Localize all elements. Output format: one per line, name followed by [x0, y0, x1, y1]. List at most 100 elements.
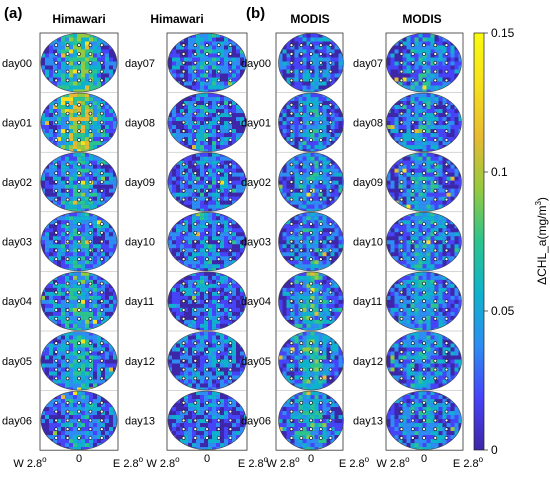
map-pixel — [172, 129, 176, 134]
map-pixel — [290, 228, 295, 233]
map-pixel — [69, 101, 73, 106]
map-pixel — [216, 343, 220, 348]
map-pixel — [49, 49, 53, 54]
station-marker — [181, 239, 186, 244]
map-pixel — [282, 180, 287, 185]
map-pixel — [77, 271, 81, 276]
map-pixel — [330, 45, 335, 50]
map-pixel — [224, 303, 228, 308]
map-pixel — [69, 164, 73, 169]
station-marker — [100, 376, 104, 381]
column-title-himawari-2: Himawari — [150, 12, 203, 26]
map-pixel — [282, 61, 287, 66]
map-pixel — [326, 303, 331, 308]
map-outline — [278, 33, 344, 93]
map-pixel — [196, 339, 200, 344]
station-marker — [100, 60, 104, 65]
map-pixel — [208, 172, 212, 177]
map-pixel — [57, 188, 61, 193]
map-pixel — [196, 105, 200, 110]
map-pixel — [73, 439, 77, 444]
map-pixel — [53, 252, 57, 257]
map-pixel — [69, 232, 73, 237]
station-marker — [299, 129, 304, 133]
map-pixel — [294, 260, 299, 265]
map-pixel — [314, 45, 319, 50]
map-pixel — [93, 367, 97, 372]
map-pixel — [89, 224, 93, 229]
map-pixel — [85, 379, 89, 384]
station-marker — [88, 290, 93, 295]
map-pixel — [220, 260, 224, 265]
map-pixel — [180, 351, 184, 356]
map-pixel — [176, 315, 180, 320]
difference-map-day10 — [168, 212, 246, 271]
map-pixel — [69, 61, 73, 66]
map-pixel — [73, 93, 77, 98]
map-pixel — [208, 347, 212, 352]
map-pixel — [188, 232, 192, 237]
station-marker — [289, 111, 294, 116]
map-pixel — [302, 109, 307, 114]
map-pixel — [196, 232, 200, 237]
map-pixel — [93, 129, 97, 134]
map-pixel — [49, 184, 53, 189]
map-pixel — [57, 363, 61, 368]
map-pixel — [196, 228, 200, 233]
map-pixel — [212, 268, 216, 271]
map-pixel — [49, 101, 53, 106]
station-marker — [54, 231, 59, 235]
map-pixel — [330, 200, 335, 205]
station-marker — [88, 400, 93, 405]
map-pixel — [69, 323, 73, 328]
map-pixel — [85, 236, 89, 241]
map-pixel — [45, 303, 49, 308]
map-pixel — [188, 121, 192, 126]
map-pixel — [180, 73, 184, 78]
map-pixel — [306, 69, 311, 74]
map-outline — [167, 152, 247, 212]
day-label: day13 — [125, 415, 155, 427]
map-pixel — [322, 216, 327, 221]
map-pixel — [101, 192, 105, 197]
map-pixel — [196, 192, 200, 197]
map-pixel — [216, 228, 220, 233]
map-pixel — [172, 423, 176, 428]
map-pixel — [105, 164, 109, 169]
map-pixel — [176, 172, 180, 177]
map-pixel — [85, 395, 89, 400]
map-pixel — [176, 371, 180, 376]
map-pixel — [224, 367, 228, 372]
map-pixel — [224, 359, 228, 364]
map-pixel — [176, 363, 180, 368]
map-pixel — [188, 419, 192, 424]
map-pixel — [188, 311, 192, 316]
map-pixel — [220, 57, 224, 62]
map-pixel — [302, 212, 307, 217]
map-pixel — [204, 184, 208, 189]
map-pixel — [89, 160, 93, 165]
map-pixel — [208, 375, 212, 380]
map-pixel — [236, 431, 240, 436]
map-pixel — [212, 164, 216, 169]
map-pixel — [69, 268, 73, 271]
map-pixel — [200, 101, 204, 106]
map-pixel — [49, 256, 53, 261]
map-pixel — [93, 383, 97, 388]
map-pixel — [93, 260, 97, 265]
map-pixel — [49, 287, 53, 292]
map-pixel — [298, 49, 303, 54]
map-pixel — [318, 275, 323, 280]
map-pixel — [204, 311, 208, 316]
map-pixel — [236, 248, 240, 253]
map-pixel — [73, 196, 77, 201]
map-pixel — [61, 45, 65, 50]
map-pixel — [89, 283, 93, 288]
map-pixel — [73, 156, 77, 161]
map-pixel — [224, 419, 228, 424]
map-pixel — [172, 419, 176, 424]
map-pixel — [57, 129, 61, 134]
station-marker — [88, 436, 93, 440]
map-pixel — [282, 224, 287, 229]
map-pixel — [69, 264, 73, 269]
